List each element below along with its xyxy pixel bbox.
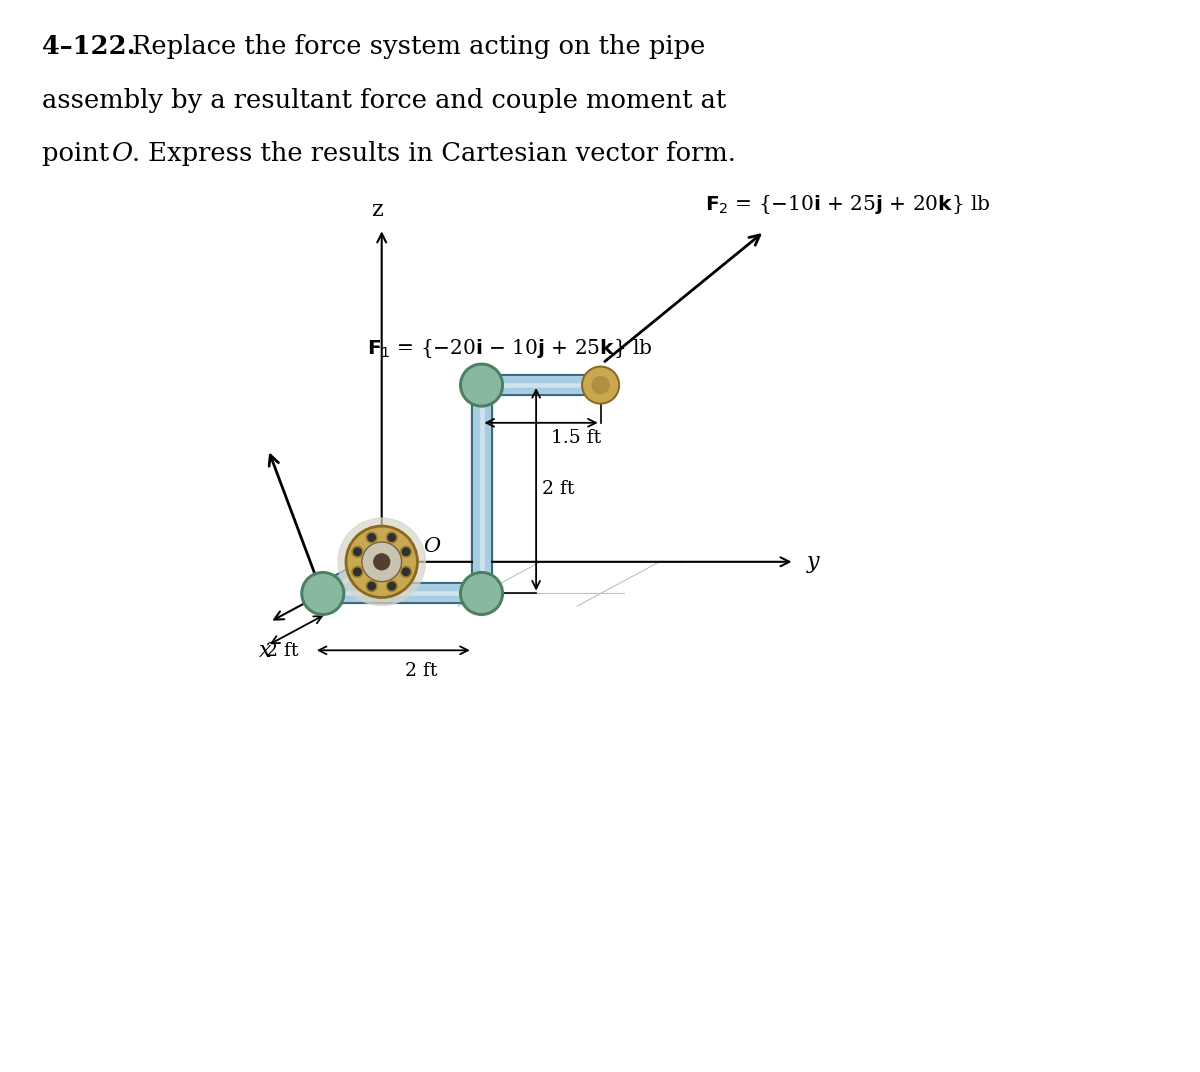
Text: 2 ft: 2 ft (265, 642, 298, 659)
Circle shape (386, 532, 397, 542)
Circle shape (386, 581, 397, 592)
Circle shape (304, 575, 342, 612)
Circle shape (301, 571, 344, 615)
Circle shape (362, 542, 402, 582)
Circle shape (366, 581, 377, 592)
Text: y: y (806, 551, 820, 572)
Text: 2 ft: 2 ft (542, 480, 575, 498)
Circle shape (354, 568, 361, 576)
Circle shape (352, 566, 362, 578)
Circle shape (402, 548, 409, 555)
Text: x: x (258, 640, 271, 661)
Text: 4–122.: 4–122. (42, 34, 136, 59)
Circle shape (388, 534, 396, 541)
Circle shape (583, 369, 618, 402)
Circle shape (463, 367, 500, 404)
Circle shape (401, 547, 412, 557)
Text: $\mathbf{F}_2$ = {$-$10$\mathbf{i}$ + 25$\mathbf{j}$ + 20$\mathbf{k}$} lb: $\mathbf{F}_2$ = {$-$10$\mathbf{i}$ + 25… (704, 193, 990, 217)
Circle shape (338, 518, 425, 606)
Circle shape (388, 582, 396, 590)
Circle shape (463, 575, 500, 612)
Text: z: z (371, 199, 383, 222)
Circle shape (460, 571, 503, 615)
Text: . Express the results in Cartesian vector form.: . Express the results in Cartesian vecto… (132, 142, 736, 166)
Circle shape (582, 367, 619, 404)
Text: 2 ft: 2 ft (406, 662, 438, 681)
Circle shape (352, 547, 362, 557)
Text: Replace the force system acting on the pipe: Replace the force system acting on the p… (132, 34, 706, 59)
Circle shape (368, 582, 376, 590)
Circle shape (401, 566, 412, 578)
Text: assembly by a resultant force and couple moment at: assembly by a resultant force and couple… (42, 88, 727, 113)
Circle shape (354, 548, 361, 555)
Circle shape (402, 568, 409, 576)
Text: $\mathbf{F}_1$ = {$-$20$\mathbf{i}$ $-$ 10$\mathbf{j}$ + 25$\mathbf{k}$} lb: $\mathbf{F}_1$ = {$-$20$\mathbf{i}$ $-$ … (367, 338, 653, 360)
Circle shape (346, 526, 418, 597)
Circle shape (373, 554, 390, 569)
Text: 1.5 ft: 1.5 ft (551, 429, 601, 447)
Circle shape (366, 532, 377, 542)
Circle shape (592, 376, 610, 393)
Text: point: point (42, 142, 118, 166)
Circle shape (368, 534, 376, 541)
Text: O: O (112, 142, 133, 166)
Text: O: O (424, 537, 440, 556)
Circle shape (460, 363, 503, 407)
